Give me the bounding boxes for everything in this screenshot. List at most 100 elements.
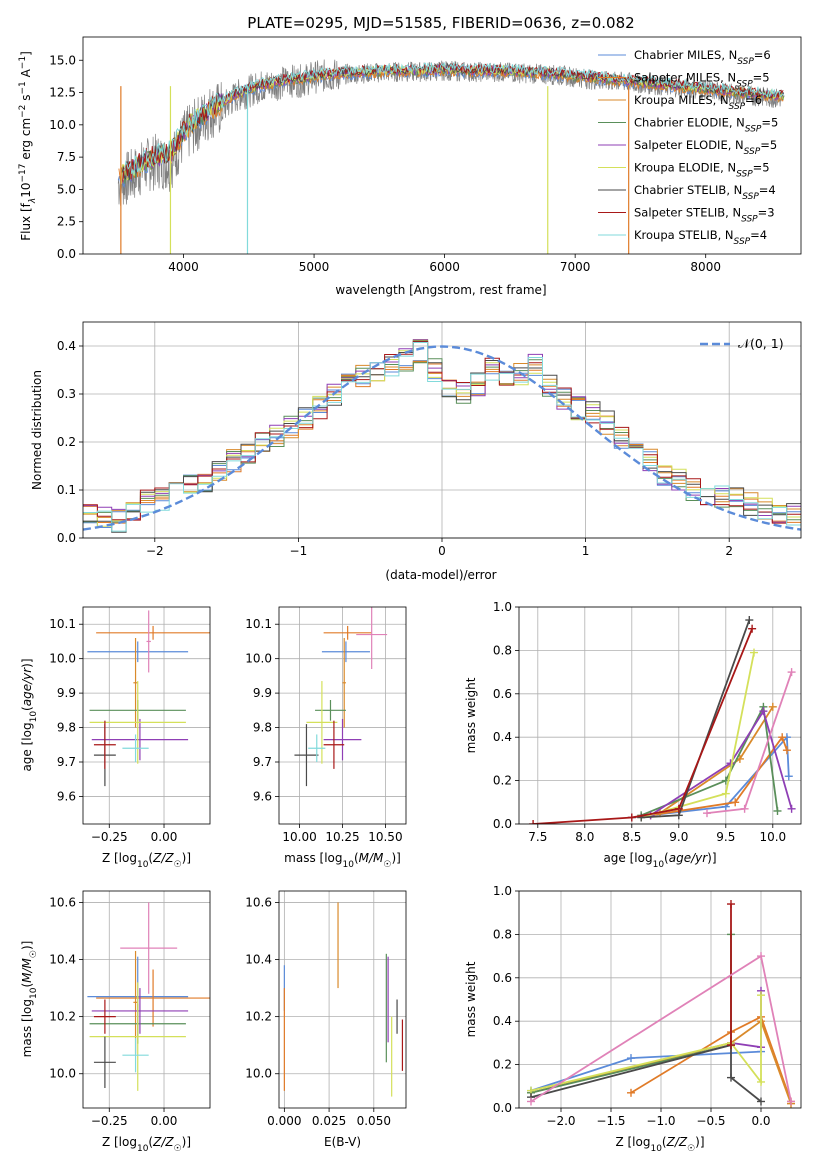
label-part: ☉ [687,1144,695,1154]
weight-line [641,619,751,819]
label-part: ( [354,851,359,865]
label-part: M/M [20,957,34,982]
label-part: ( [662,1135,667,1149]
age-vs-mass-panel: 10.00 10.25 10.50 9.6 9.7 9.8 9.9 10.0 10.1 mass … [245,606,407,870]
label-part: =5 [760,138,777,152]
y-axis-label: mass weight [464,677,478,753]
label-part: )] [182,1135,191,1149]
y-tick-label: 15.0 [49,53,76,67]
weight-line [530,1043,762,1103]
label-part: SSP [737,57,754,67]
legend-entry: Chabrier ELODIE, NSSP=5 [634,116,778,135]
x-axis-label: Z [log10(Z/Z☉)] [102,851,191,870]
y-tick-label: 0.1 [57,483,76,497]
y-axis-label: mass weight [464,961,478,1037]
y-tick-label: 10.2 [49,1010,76,1024]
label-part: 10 [29,987,39,999]
model-spectrum-line [123,61,784,175]
axes-frame [518,606,802,825]
x-tick-label: 0.025 [312,1114,346,1128]
histogram-step-line [83,342,801,532]
x-tick-label: 6000 [429,260,460,274]
x-tick-label: 8.5 [622,830,641,844]
label-part: SSP [742,192,759,202]
label-part: 10 [650,1144,662,1154]
y-tick-label: 10.0 [245,652,272,666]
y-tick-label: 10.0 [245,1067,272,1081]
label-part: Z/Z [152,851,174,865]
label-part: =5 [753,71,770,85]
y-tick-label: 0.2 [493,1058,512,1072]
label-part: SSP [729,102,746,112]
label-part: SSP [734,237,751,247]
label-part: =5 [761,116,778,130]
y-tick-label: 0.0 [493,1101,512,1115]
gaussian-curve [83,345,801,531]
weight-line [530,995,762,1092]
y-tick-label: 0.2 [493,774,512,788]
figure-title: PLATE=0295, MJD=51585, FIBERID=0636, z=0… [247,14,634,32]
legend-entry: Chabrier MILES, NSSP=6 [634,48,771,67]
label-part: λ [28,198,38,204]
axes-frame [82,890,211,1109]
label-part: Z/Z [152,1135,174,1149]
label-part: SSP [736,170,753,180]
plot-area [529,616,796,824]
plot-area [527,900,795,1108]
label-part: Flux [f [19,202,33,240]
x-tick-label: 7000 [560,260,591,274]
label-part: age [log [603,851,652,865]
axes-frame [518,890,802,1109]
label-part: =5 [753,161,770,175]
label-part: Z [log [615,1135,650,1149]
label-part: 10 [653,860,665,870]
y-tick-label: 9.8 [253,721,272,735]
label-part: 10 [19,183,33,198]
label-part: 10 [137,1144,149,1154]
axes-frame [278,890,407,1109]
legend-entry: Kroupa STELIB, NSSP=4 [634,228,767,247]
x-tick-label: 9.5 [716,830,735,844]
label-part: Kroupa ELODIE, N [634,161,736,175]
axes-frame [278,606,407,825]
y-tick-label: 9.8 [57,721,76,735]
label-part: A [19,68,33,81]
label-part: −17 [18,164,28,183]
legend-entry: Salpeter STELIB, NSSP=3 [634,206,775,225]
x-axis-label: mass [log10(M/M☉)] [284,851,401,870]
y-tick-label: 9.9 [253,686,272,700]
y-axis-label: Normed distribution [30,370,44,490]
legend-entry: Chabrier STELIB, NSSP=4 [634,183,776,202]
x-tick-label: 0.00 [151,830,178,844]
y-tick-label: 0.8 [493,643,512,657]
label-part: Chabrier MILES, N [634,48,737,62]
label-part: age [log [20,722,34,771]
legend-entry: Kroupa ELODIE, NSSP=5 [634,161,770,180]
label-part: mass [log [284,851,342,865]
y-tick-label: 12.5 [49,86,76,100]
weight-line [650,709,793,817]
label-part: )] [391,851,400,865]
label-part: =6 [745,93,762,107]
y-axis-label: Flux [fλ10−17 erg cm−2 s−1 A−1] [18,51,38,241]
label-part: Chabrier STELIB, N [634,183,742,197]
label-part: ( [148,1135,153,1149]
y-tick-label: 0.8 [493,927,512,941]
x-tick-label: −0.5 [696,1114,725,1128]
label-part: −1 [18,81,28,94]
y-tick-label: 10.0 [49,1067,76,1081]
weight-line [530,1019,792,1105]
label-part: SSP [741,215,758,225]
label-part: Chabrier ELODIE, N [634,116,745,130]
legend-entry: Salpeter ELODIE, NSSP=5 [634,138,777,157]
y-tick-label: 1.0 [493,884,512,898]
x-tick-label: 0 [438,544,446,558]
label-part: ☉ [174,860,182,870]
label-part: Z [log [102,851,137,865]
y-tick-label: 9.9 [57,686,76,700]
label-part: SSP [744,147,761,157]
x-tick-label: 10.25 [325,830,359,844]
spectrum-panel: 4000 5000 6000 7000 8000 0.0 2.5 5.0 7.5 10.0 12.5… [18,36,802,297]
